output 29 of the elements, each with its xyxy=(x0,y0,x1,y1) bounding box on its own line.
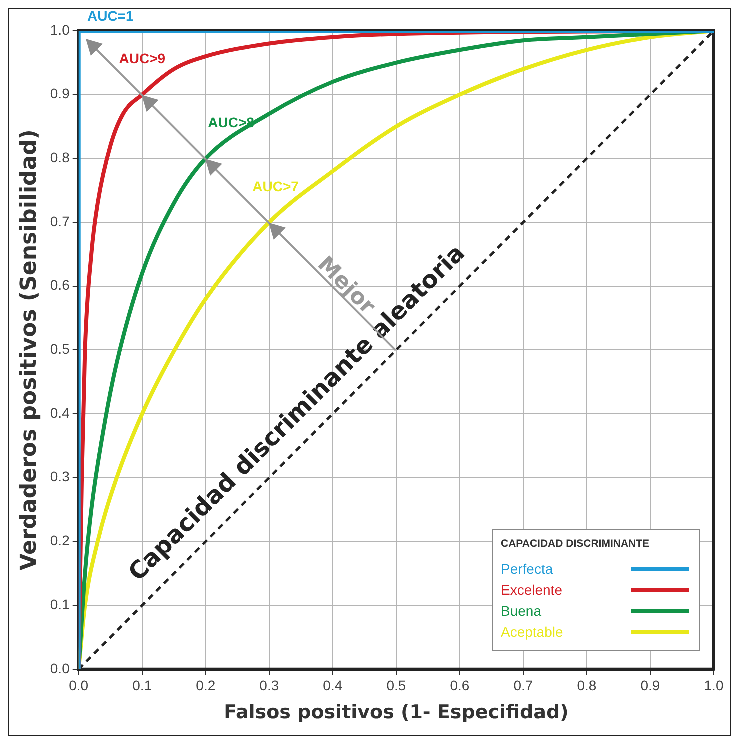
y-axis-title: Verdaderos positivos (Sensibilidad) xyxy=(16,130,42,571)
y-tick-label: 0.1 xyxy=(50,596,70,612)
x-tick-label: 1.0 xyxy=(704,678,724,694)
y-tick-label: 0.3 xyxy=(50,468,70,485)
x-tick-label: 0.1 xyxy=(132,678,152,694)
y-tick-label: 0.7 xyxy=(50,213,70,230)
x-tick-label: 0.0 xyxy=(69,678,89,694)
x-tick-label: 0.8 xyxy=(577,678,597,694)
annotation: AUC>7 xyxy=(252,178,300,194)
y-tick-label: 1.0 xyxy=(50,22,70,38)
x-tick-label: 0.6 xyxy=(450,678,470,694)
x-axis-title: Falsos positivos (1- Especifidad) xyxy=(224,702,569,724)
y-tick-label: 0.2 xyxy=(50,532,70,549)
y-tick-label: 0.8 xyxy=(50,150,70,166)
text: AUC=1 xyxy=(87,8,134,24)
y-tick-label: 0.5 xyxy=(50,341,70,358)
y-tick-label: 0.9 xyxy=(50,86,70,102)
annotation: AUC>9 xyxy=(119,50,166,67)
y-tick-label: 0.4 xyxy=(50,404,70,421)
x-tick-label: 0.2 xyxy=(196,678,216,694)
legend-box: CAPACIDAD DISCRIMINANTE Perfecta Excelente Buena Aceptable xyxy=(492,529,700,652)
y-tick-label: 0.6 xyxy=(50,277,70,294)
x-tick-label: 0.9 xyxy=(640,678,660,694)
x-tick-label: 0.7 xyxy=(514,678,534,694)
legend-title: CAPACIDAD DISCRIMINANTE xyxy=(501,538,651,550)
y-tick-label: 0.0 xyxy=(50,660,70,676)
x-tick-label: 0.4 xyxy=(323,678,343,694)
x-tick-label: 0.5 xyxy=(386,678,406,694)
x-tick-label: 0.3 xyxy=(260,678,280,694)
